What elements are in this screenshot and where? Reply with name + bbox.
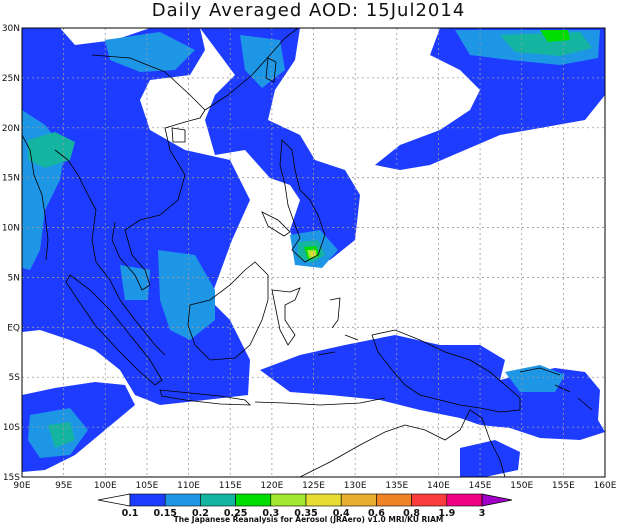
coast-new-guinea: [371, 329, 521, 413]
lat-tick-label: 5S: [9, 373, 21, 383]
coast-china-east: [204, 28, 299, 111]
colorbar-segment: [376, 493, 412, 507]
colorbar-label: 0.4: [333, 508, 350, 519]
coast-borneo: [187, 261, 269, 361]
aod-region-north: [200, 28, 360, 262]
colorbar-segment: [164, 493, 201, 507]
colorbar-segment: [340, 493, 377, 507]
coast-india: [22, 134, 49, 261]
aod-core-15-h: [240, 35, 285, 88]
lat-tick-label: 10N: [2, 224, 20, 234]
colorbar-label: 0.8: [403, 508, 420, 519]
aod-core-15-d: [120, 265, 150, 300]
coast-sulawesi: [271, 287, 301, 346]
colorbar-underflow: [97, 493, 131, 507]
plot-frame: [21, 27, 606, 478]
lon-tick-label: 125E: [302, 481, 325, 491]
colorbar-label: 0.3: [262, 508, 279, 519]
lon-tick-label: 100E: [94, 481, 117, 491]
aod-region-east-south: [260, 335, 605, 440]
aod-core-20-c: [48, 422, 75, 448]
credit-line: The Japanese Reanalysis for Aerosol (JRA…: [173, 515, 444, 524]
colorbar-label: 0.2: [192, 508, 209, 519]
coast-lesser-sundas: [254, 397, 386, 406]
lat-tick-label: 15S: [3, 473, 20, 483]
aod-region-southeast: [460, 440, 520, 477]
colorbar-segment: [446, 493, 483, 507]
lon-tick-label: 105E: [135, 481, 158, 491]
lon-tick-label: 95E: [55, 481, 72, 491]
coast-australia: [299, 409, 506, 477]
coast-moluccas: [317, 297, 359, 356]
graticule: [22, 28, 605, 477]
lon-tick-label: 140E: [427, 481, 450, 491]
lat-tick-labels: 30N 25N 20N 15N 10N 5N EQ 5S 10S 15S: [2, 24, 20, 483]
lat-tick-label: 15N: [2, 174, 20, 184]
lat-tick-label: 5N: [8, 273, 20, 283]
colorbar-label: 0.15: [153, 508, 176, 519]
aod-core-15-c: [158, 250, 215, 340]
colorbar-segment: [305, 493, 342, 507]
lon-tick-label: 160E: [594, 481, 617, 491]
lat-tick-label: 10S: [3, 423, 20, 433]
aod-core-25-a: [540, 30, 570, 42]
colorbar: 0.1 0.15 0.2 0.25 0.3 0.35 0.4 0.6 0.8 1.9 3: [97, 493, 513, 519]
coast-palawan: [261, 211, 291, 237]
colorbar-segment: [270, 493, 307, 507]
lon-tick-label: 90E: [13, 481, 30, 491]
lat-tick-label: 20N: [2, 124, 20, 134]
coast-china-vietnam: [91, 54, 206, 291]
lon-tick-label: 145E: [469, 481, 492, 491]
coast-philippines: [279, 139, 326, 263]
lon-tick-label: 130E: [344, 481, 367, 491]
colorbar-overflow: [481, 493, 513, 507]
coast-indochina-west: [54, 149, 166, 356]
lon-tick-label: 120E: [260, 481, 283, 491]
coast-bismarck: [519, 367, 593, 411]
aod-field: [22, 28, 605, 477]
coast-taiwan: [265, 57, 277, 83]
colorbar-label: 0.6: [368, 508, 385, 519]
lon-tick-label: 110E: [177, 481, 200, 491]
colorbar-segment: [411, 493, 448, 507]
colorbar-label: 0.25: [224, 508, 247, 519]
coast-hainan: [171, 127, 186, 143]
lon-tick-label: 150E: [510, 481, 533, 491]
coastlines: [22, 28, 593, 477]
colorbar-label: 0.1: [122, 508, 139, 519]
lon-tick-label: 155E: [552, 481, 575, 491]
lon-tick-labels: 90E 95E 100E 105E 110E 115E 120E 125E 130E 135E 14…: [13, 481, 616, 491]
coast-java: [159, 389, 251, 406]
colorbar-label: 1.9: [438, 508, 455, 519]
lat-tick-label: 25N: [2, 74, 20, 84]
map-title: Daily Averaged AOD: 15Jul2014: [151, 0, 466, 21]
colorbar-segment: [235, 493, 272, 507]
colorbar-label: 0.35: [294, 508, 317, 519]
lon-tick-label: 135E: [385, 481, 408, 491]
colorbar-segment: [200, 493, 236, 507]
coast-sumatra: [65, 274, 163, 386]
lat-tick-label: EQ: [7, 323, 20, 333]
aod-core-15-b: [105, 32, 195, 72]
colorbar-segment: [129, 493, 166, 507]
lat-tick-label: 30N: [2, 24, 20, 34]
lon-tick-label: 115E: [219, 481, 242, 491]
colorbar-label: 3: [479, 508, 486, 519]
